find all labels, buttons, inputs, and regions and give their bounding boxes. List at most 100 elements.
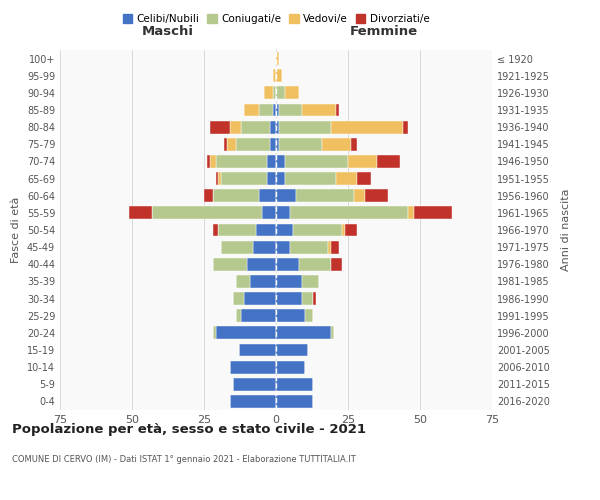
Bar <box>207 155 210 168</box>
Bar <box>250 275 276 288</box>
Bar <box>204 190 212 202</box>
Bar <box>302 292 313 305</box>
Bar <box>241 310 276 322</box>
Bar <box>409 206 414 220</box>
Bar <box>262 206 276 220</box>
Bar <box>236 138 270 150</box>
Bar <box>247 258 276 270</box>
Text: Popolazione per età, sesso e stato civile - 2021: Popolazione per età, sesso e stato civil… <box>12 422 366 436</box>
Bar <box>276 395 313 408</box>
Bar <box>276 378 313 390</box>
Bar <box>331 240 340 254</box>
Bar <box>345 224 356 236</box>
Bar <box>212 224 218 236</box>
Text: COMUNE DI CERVO (IM) - Dati ISTAT 1° gennaio 2021 - Elaborazione TUTTITALIA.IT: COMUNE DI CERVO (IM) - Dati ISTAT 1° gen… <box>12 455 356 464</box>
Bar <box>276 70 282 82</box>
Bar <box>276 275 302 288</box>
Bar <box>322 138 351 150</box>
Bar <box>268 172 276 185</box>
Bar <box>337 104 340 117</box>
Bar <box>356 172 371 185</box>
Bar <box>270 120 276 134</box>
Bar <box>276 155 284 168</box>
Bar <box>284 172 337 185</box>
Bar <box>284 86 299 100</box>
Bar <box>328 240 331 254</box>
Bar <box>218 172 221 185</box>
Bar <box>351 138 356 150</box>
Bar <box>290 206 409 220</box>
Bar <box>241 120 270 134</box>
Bar <box>273 70 276 82</box>
Bar <box>276 344 308 356</box>
Bar <box>414 206 452 220</box>
Bar <box>259 104 273 117</box>
Bar <box>276 224 293 236</box>
Bar <box>253 240 276 254</box>
Bar <box>233 292 244 305</box>
Bar <box>224 138 227 150</box>
Bar <box>276 52 279 65</box>
Bar <box>270 138 276 150</box>
Bar <box>259 190 276 202</box>
Bar <box>265 86 273 100</box>
Bar <box>212 326 215 340</box>
Bar <box>239 344 276 356</box>
Bar <box>276 206 290 220</box>
Bar <box>284 155 348 168</box>
Bar <box>293 224 342 236</box>
Bar <box>276 326 331 340</box>
Bar <box>210 120 230 134</box>
Bar <box>221 172 268 185</box>
Bar <box>276 258 299 270</box>
Bar <box>377 155 400 168</box>
Bar <box>212 258 247 270</box>
Bar <box>221 240 253 254</box>
Bar <box>244 104 259 117</box>
Bar <box>342 224 345 236</box>
Bar <box>268 155 276 168</box>
Bar <box>215 326 276 340</box>
Bar <box>305 310 313 322</box>
Y-axis label: Anni di nascita: Anni di nascita <box>561 188 571 271</box>
Bar <box>276 310 305 322</box>
Bar <box>227 138 236 150</box>
Bar <box>230 120 241 134</box>
Bar <box>129 206 152 220</box>
Bar <box>244 292 276 305</box>
Bar <box>152 206 262 220</box>
Bar <box>302 275 319 288</box>
Bar <box>215 155 268 168</box>
Bar <box>299 258 331 270</box>
Bar <box>313 292 316 305</box>
Bar <box>276 138 279 150</box>
Bar <box>273 86 276 100</box>
Bar <box>276 172 284 185</box>
Y-axis label: Fasce di età: Fasce di età <box>11 197 21 263</box>
Bar <box>236 310 241 322</box>
Bar <box>276 292 302 305</box>
Bar <box>290 240 328 254</box>
Bar <box>230 395 276 408</box>
Bar <box>403 120 409 134</box>
Bar <box>210 155 215 168</box>
Bar <box>279 138 322 150</box>
Bar <box>302 104 337 117</box>
Bar <box>256 224 276 236</box>
Bar <box>354 190 365 202</box>
Bar <box>276 360 305 374</box>
Bar <box>331 258 342 270</box>
Bar <box>331 120 403 134</box>
Bar <box>276 120 279 134</box>
Bar <box>218 224 256 236</box>
Legend: Celibi/Nubili, Coniugati/e, Vedovi/e, Divorziati/e: Celibi/Nubili, Coniugati/e, Vedovi/e, Di… <box>119 10 433 29</box>
Bar <box>331 326 334 340</box>
Bar <box>279 104 302 117</box>
Bar <box>296 190 354 202</box>
Bar <box>276 190 296 202</box>
Bar <box>215 172 218 185</box>
Bar <box>276 86 284 100</box>
Bar <box>348 155 377 168</box>
Bar <box>365 190 388 202</box>
Bar <box>233 378 276 390</box>
